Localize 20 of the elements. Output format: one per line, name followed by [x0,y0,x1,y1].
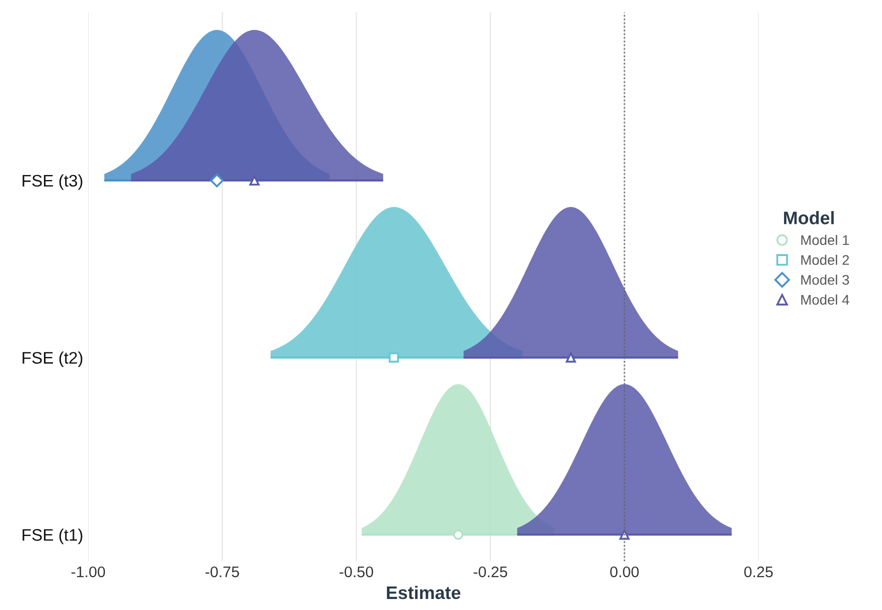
point [453,530,464,540]
legend-label: Model 4 [801,294,850,305]
y-tick-label: FSE (t1) [22,528,82,544]
x-tick-label: -1.00 [71,566,106,578]
point [566,352,576,363]
x-tick-label: -0.25 [474,566,508,578]
legend-label: Model 3 [801,274,849,285]
y-tick-label: FSE (t3) [22,174,82,190]
x-axis-title: Estimate [386,586,460,600]
x-tick-label: -0.50 [340,566,374,578]
legend-label: Model 2 [801,254,849,265]
legend-label: Model 1 [801,234,849,246]
x-tick-label: 0.25 [744,566,773,578]
legend-title: Model [784,211,834,224]
point [388,352,399,363]
point [249,175,260,186]
x-tick-label: -0.75 [206,566,240,578]
x-tick-label: 0.00 [610,566,639,578]
point [210,174,224,188]
y-tick-label: FSE (t2) [22,352,82,368]
